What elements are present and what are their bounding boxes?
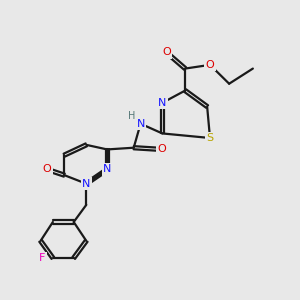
Text: N: N	[82, 179, 91, 189]
Text: O: O	[162, 47, 171, 57]
Text: N: N	[103, 164, 111, 174]
Text: F: F	[39, 253, 46, 263]
Text: O: O	[206, 60, 214, 70]
Text: O: O	[157, 144, 166, 154]
Text: S: S	[206, 133, 214, 143]
Text: N: N	[158, 98, 166, 108]
Text: N: N	[136, 119, 145, 129]
Text: H: H	[128, 111, 136, 121]
Text: O: O	[43, 164, 52, 174]
